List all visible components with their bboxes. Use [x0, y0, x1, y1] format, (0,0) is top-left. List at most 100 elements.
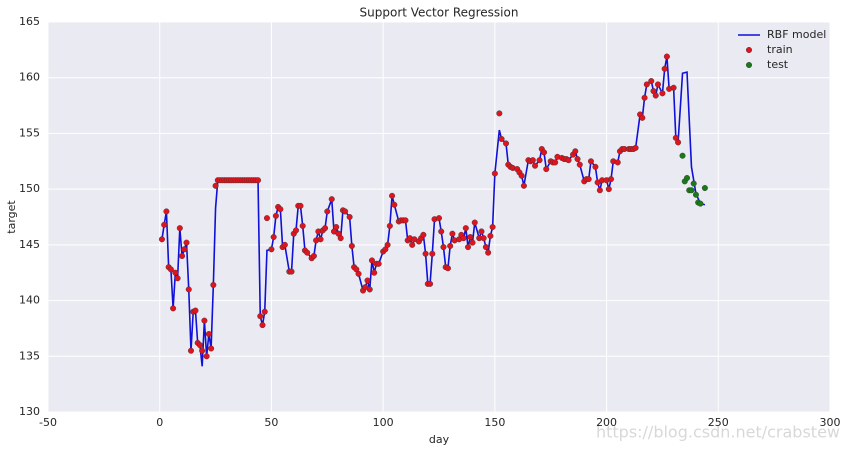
point	[368, 257, 375, 264]
point	[212, 182, 219, 189]
point	[478, 228, 485, 235]
point	[496, 110, 503, 117]
point	[409, 241, 416, 248]
point	[203, 353, 210, 360]
point	[480, 235, 487, 242]
x-tick-label: -50	[39, 416, 57, 429]
watermark: https://blog.csdn.net/crabstew	[596, 423, 840, 442]
x-tick-label: 300	[820, 416, 841, 429]
point	[163, 208, 170, 215]
legend-label: test	[767, 58, 789, 71]
point	[429, 250, 436, 257]
point	[632, 144, 639, 151]
point	[467, 234, 474, 241]
point	[532, 162, 539, 169]
point	[469, 239, 476, 246]
point	[587, 158, 594, 165]
point	[375, 260, 382, 267]
point	[572, 148, 579, 155]
point	[565, 157, 572, 164]
point	[518, 172, 525, 179]
point	[348, 242, 355, 249]
point	[552, 159, 559, 166]
legend-swatch	[746, 62, 753, 69]
point	[371, 269, 378, 276]
point	[608, 176, 615, 183]
point	[391, 201, 398, 208]
point	[255, 177, 262, 184]
point	[183, 239, 190, 246]
point	[310, 252, 317, 259]
point	[261, 308, 268, 315]
point	[170, 305, 177, 312]
point	[449, 230, 456, 237]
point	[420, 231, 427, 238]
point	[277, 206, 284, 213]
point	[438, 228, 445, 235]
point	[697, 200, 704, 207]
point	[643, 81, 650, 88]
point	[684, 174, 691, 181]
point	[663, 53, 670, 60]
point	[304, 249, 311, 256]
y-tick-label: 135	[19, 349, 40, 362]
point	[574, 156, 581, 163]
point	[196, 342, 203, 349]
point	[529, 157, 536, 164]
point	[384, 241, 391, 248]
point	[690, 180, 697, 187]
point	[181, 246, 188, 253]
y-tick-label: 150	[19, 182, 40, 195]
legend-swatch	[746, 47, 753, 54]
point	[639, 114, 646, 121]
point	[366, 286, 373, 293]
point	[328, 196, 335, 203]
x-tick-label: 50	[264, 416, 278, 429]
point	[199, 347, 206, 354]
point	[471, 219, 478, 226]
y-tick-label: 160	[19, 71, 40, 84]
point	[503, 140, 510, 147]
point	[487, 232, 494, 239]
point	[192, 307, 199, 314]
point	[489, 224, 496, 231]
legend-label: train	[767, 43, 793, 56]
point	[654, 81, 661, 88]
point	[161, 221, 168, 228]
point	[402, 217, 409, 224]
point	[422, 250, 429, 257]
x-tick-label: 150	[484, 416, 505, 429]
point	[268, 246, 275, 253]
point	[688, 187, 695, 194]
point	[172, 269, 179, 276]
point	[436, 215, 443, 222]
y-tick-label: 165	[19, 15, 40, 28]
point	[661, 65, 668, 72]
point	[520, 182, 527, 189]
point	[297, 202, 304, 209]
x-tick-label: 0	[156, 416, 163, 429]
point	[670, 84, 677, 91]
point	[462, 225, 469, 232]
point	[389, 192, 396, 199]
point	[185, 286, 192, 293]
point	[386, 222, 393, 229]
point	[293, 227, 300, 234]
x-tick-label: 200	[596, 416, 617, 429]
point	[210, 281, 217, 288]
point	[427, 280, 434, 287]
point	[317, 236, 324, 243]
y-tick-label: 140	[19, 294, 40, 307]
point	[205, 331, 212, 338]
point	[263, 215, 270, 222]
point	[447, 242, 454, 249]
x-tick-label: 250	[708, 416, 729, 429]
point	[692, 191, 699, 198]
point	[444, 265, 451, 272]
point	[648, 78, 655, 85]
point	[324, 208, 331, 215]
point	[659, 90, 666, 97]
point	[176, 225, 183, 232]
x-tick-label: 100	[373, 416, 394, 429]
